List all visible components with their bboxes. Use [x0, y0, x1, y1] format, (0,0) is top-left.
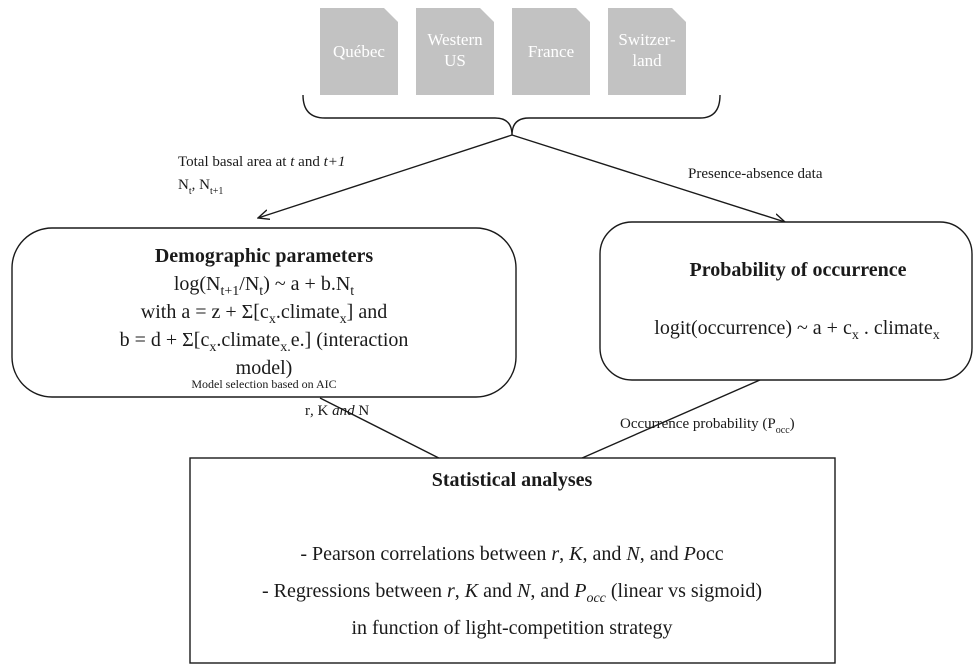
text-run: .climate [216, 329, 280, 351]
text-run: occ [776, 425, 790, 436]
text-run: t [290, 154, 295, 170]
node-box [599, 221, 973, 381]
text-run: t [350, 284, 354, 299]
text-run: and [478, 580, 517, 602]
edge-label: r, K and N [305, 403, 369, 419]
document-icon [512, 8, 590, 95]
document-label: Western [427, 30, 483, 49]
text-run: t+1 [221, 284, 240, 299]
text-run: logit(occurrence) ~ a + c [654, 317, 852, 339]
text-run: x [933, 328, 940, 343]
text-run: t+1 [210, 186, 223, 197]
document-label: Switzer- [618, 30, 676, 49]
text-run: r [305, 403, 310, 419]
text-run: model) [236, 357, 293, 379]
node-box [189, 457, 836, 664]
edge-label: Presence-absence data [688, 166, 823, 182]
node-title: Probability of occurrence [690, 259, 907, 281]
document-icon [608, 8, 686, 95]
text-run: b = d + Σ[c [120, 329, 210, 351]
text-run: - Regressions between [262, 580, 447, 602]
node-title: Statistical analyses [432, 469, 593, 491]
text-run: , and [640, 543, 684, 565]
text-run: Total basal area at [178, 154, 290, 170]
text-run: . climate [859, 317, 933, 339]
text-run: Presence-absence data [688, 166, 823, 182]
text-run: Statistical analyses [432, 469, 593, 491]
text-run: x [209, 340, 216, 355]
text-run: and [328, 403, 358, 419]
document-icon [320, 8, 398, 95]
edge-label: Nt, Nt+1 [178, 177, 223, 197]
text-run: and [294, 154, 323, 170]
text-run: K [464, 580, 480, 602]
node-text: with a = z + Σ[cx.climatex] and [141, 301, 387, 327]
edge-label: Occurrence probability (Pocc) [620, 416, 795, 436]
text-run: , [455, 580, 465, 602]
text-run: with a = z + Σ[c [141, 301, 269, 323]
node-text: - Pearson correlations between r, K, and… [300, 543, 723, 565]
text-run: Probability of occurrence [690, 259, 907, 281]
text-run: occ [586, 591, 606, 606]
text-run: x [269, 312, 276, 327]
text-run: x [852, 328, 859, 343]
node-text: model) [236, 357, 293, 379]
text-run: log(N [174, 273, 221, 295]
text-run: x. [280, 340, 291, 355]
node-text: b = d + Σ[cx.climatex.e.] (interaction [120, 329, 409, 355]
text-run: Occurrence probability (P [620, 416, 776, 432]
node-text: - Regressions between r, K and N, and Po… [262, 580, 762, 606]
text-run: t+1 [324, 154, 346, 170]
text-run: N [178, 177, 189, 193]
node-text: log(Nt+1/Nt) ~ a + b.Nt [174, 273, 354, 299]
node-text: in function of light-competition strateg… [351, 617, 672, 639]
text-run: K [318, 403, 329, 419]
document-label: US [444, 51, 466, 70]
brace [302, 94, 721, 136]
text-run: Demographic parameters [155, 245, 373, 267]
text-run: , [559, 543, 569, 565]
text-run: , and [530, 580, 574, 602]
text-run: ] and [347, 301, 388, 323]
text-run: , N [192, 177, 211, 193]
node-box [11, 227, 517, 398]
arrow [258, 134, 513, 218]
text-run: , and [583, 543, 627, 565]
text-run: occ [696, 543, 724, 565]
text-run: N [625, 543, 641, 565]
node-note: Model selection based on AIC [191, 377, 336, 391]
text-run: t [189, 186, 192, 197]
text-run: /N [239, 273, 259, 295]
text-run: in function of light-competition strateg… [351, 617, 672, 639]
text-run: N [516, 580, 532, 602]
document-label: France [528, 42, 574, 61]
text-run: (linear vs sigmoid) [606, 580, 762, 602]
document-label: Québec [333, 42, 385, 61]
text-run: e.] (interaction [291, 329, 409, 351]
document-icon [416, 8, 494, 95]
text-run: P [573, 580, 586, 602]
text-run: ) ~ a + b.N [263, 273, 350, 295]
text-run: x [340, 312, 347, 327]
document-label: land [632, 51, 662, 70]
text-run: N [358, 403, 369, 419]
documents [320, 8, 686, 95]
text-run: P [683, 543, 696, 565]
text-run: K [568, 543, 584, 565]
text-run: .climate [276, 301, 340, 323]
text-run: - Pearson correlations between [300, 543, 551, 565]
text-run: t [259, 284, 263, 299]
arrow [511, 134, 785, 222]
node-title: Demographic parameters [155, 245, 373, 267]
text-run: r [551, 543, 559, 565]
node-text: logit(occurrence) ~ a + cx . climatex [654, 317, 939, 343]
text-run: ) [790, 416, 795, 432]
text-run: r [447, 580, 455, 602]
text-run: , [310, 403, 318, 419]
text-run: Model selection based on AIC [191, 377, 336, 391]
edge-label: Total basal area at t and t+1 [178, 154, 345, 170]
